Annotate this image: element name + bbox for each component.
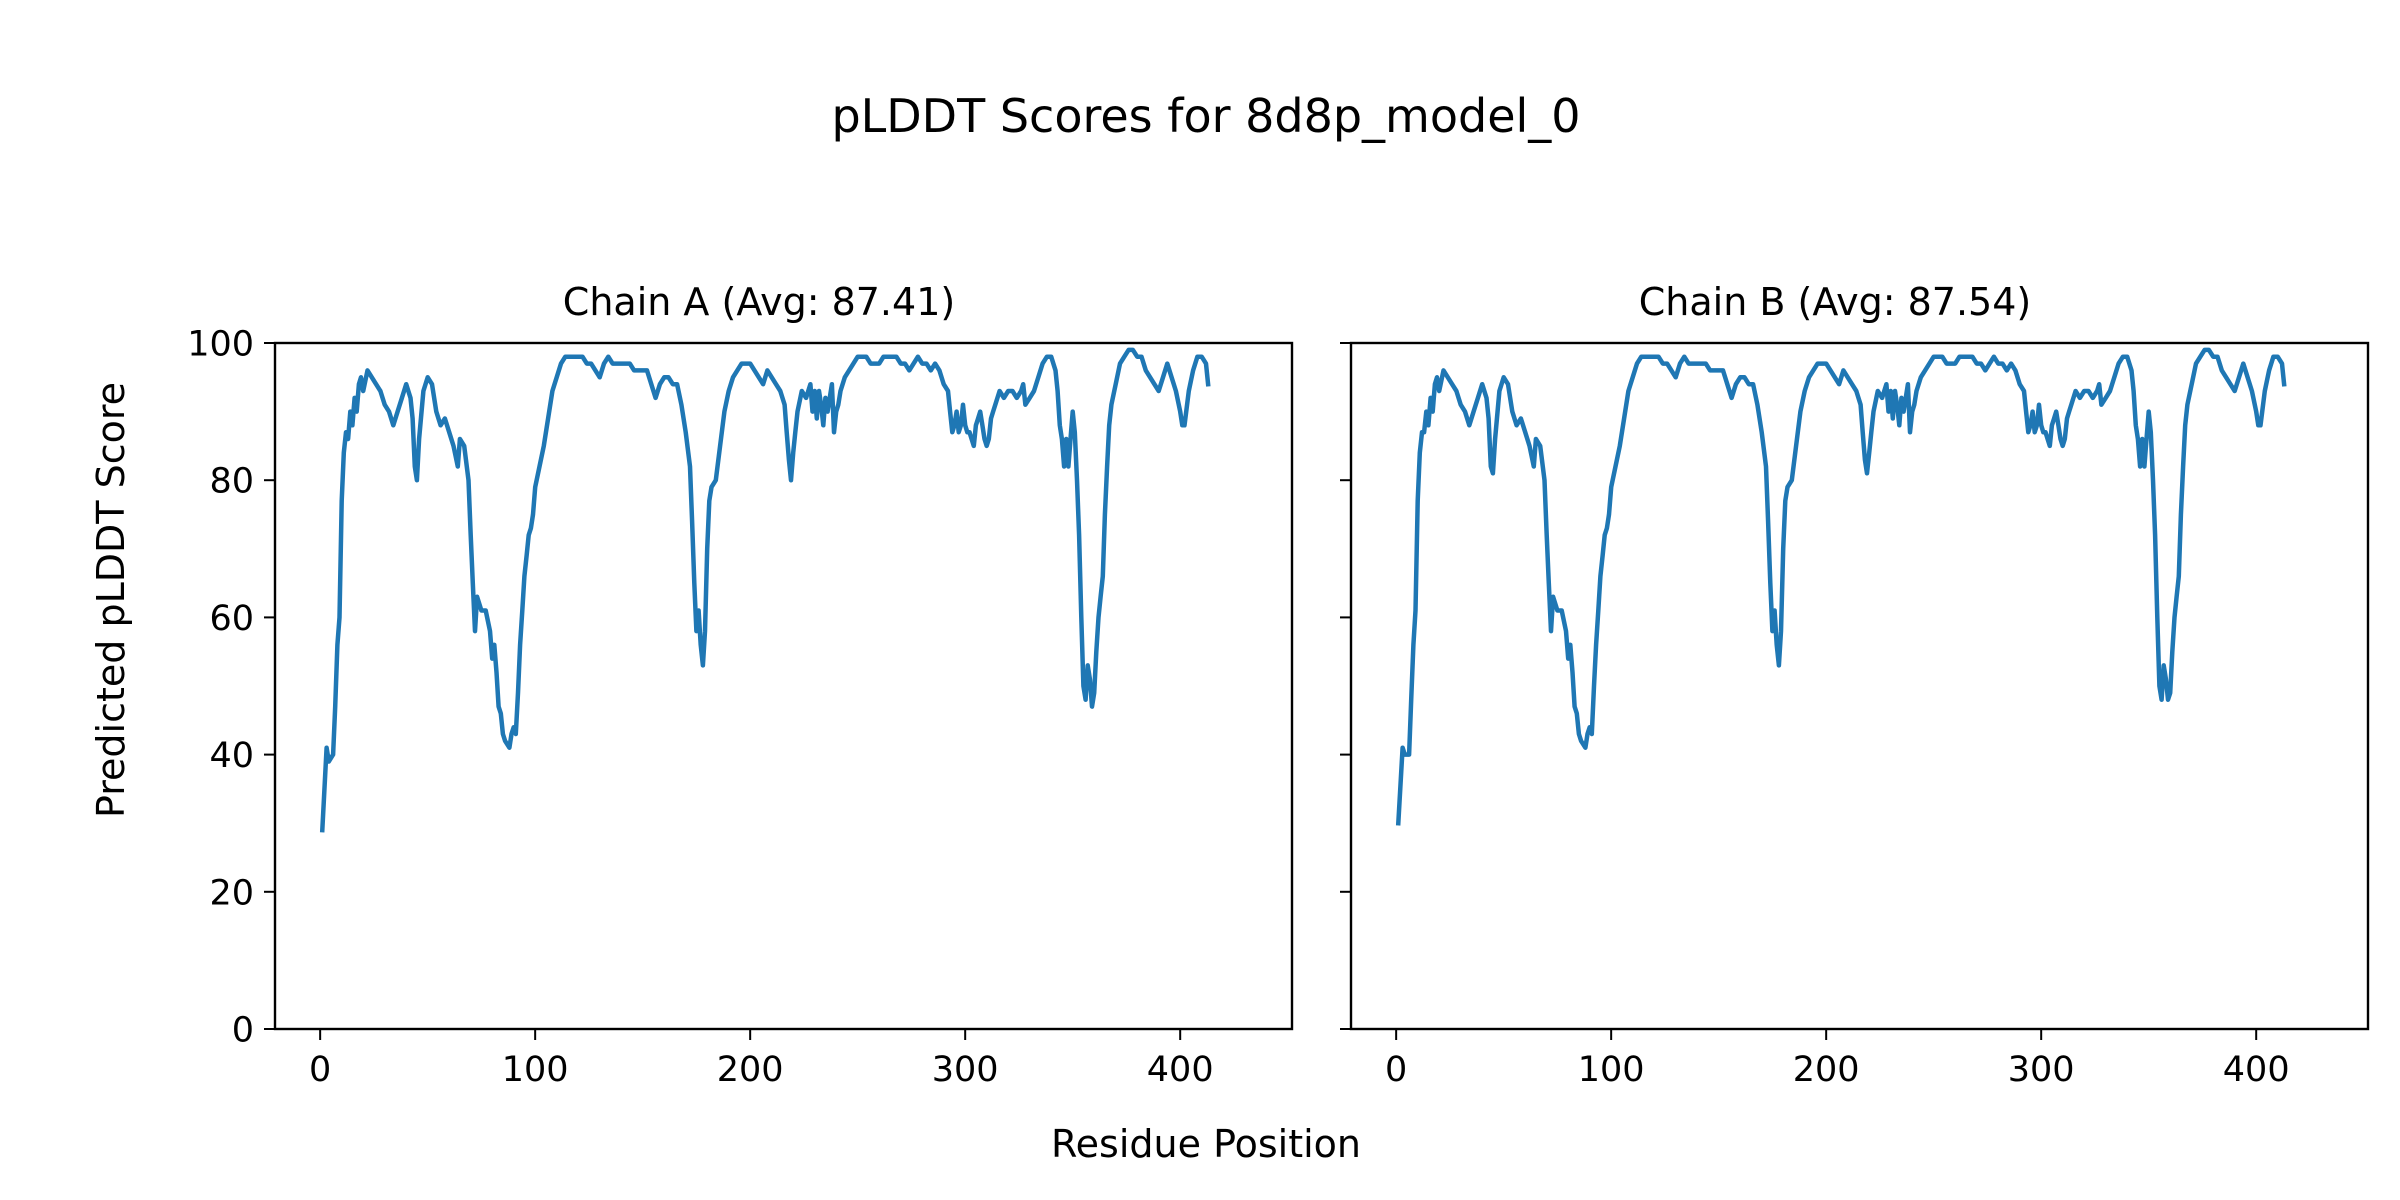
x-tick-label: 100 [502,1050,569,1090]
x-tick-label: 400 [2223,1050,2290,1090]
axes-frame-chain-a [273,341,1294,1031]
figure-title: pLDDT Scores for 8d8p_model_0 [831,89,1580,143]
y-tick-label: 100 [187,325,254,365]
axes-frame-chain-b [1349,341,2370,1031]
x-tick-label: 300 [2008,1050,2075,1090]
y-tick-label: 0 [232,1011,254,1051]
x-tick-label: 400 [1147,1050,1214,1090]
x-axis-label: Residue Position [1051,1122,1361,1166]
x-tick-label: 0 [1385,1050,1407,1090]
panel-title-chain-a: Chain A (Avg: 87.41) [563,280,955,324]
y-tick-label: 40 [209,736,254,776]
x-tick-label: 0 [309,1050,331,1090]
x-tick-label: 200 [717,1050,784,1090]
panel-chain-a: Chain A (Avg: 87.41) 0 100 200 300 400 0 20 40 6… [187,280,1294,1090]
y-tick-label: 60 [209,599,254,639]
y-tick-label: 80 [209,462,254,502]
series-line-chain-a [319,347,1211,833]
y-tick-label: 20 [209,873,254,913]
x-tick-label: 100 [1578,1050,1645,1090]
panel-chain-b: Chain B (Avg: 87.54) 0 100 200 300 400 [1340,280,2370,1090]
x-tick-label: 300 [932,1050,999,1090]
series-line-chain-b [1395,347,2287,826]
y-axis-label: Predicted pLDDT Score [89,382,133,818]
x-tick-label: 200 [1793,1050,1860,1090]
panel-title-chain-b: Chain B (Avg: 87.54) [1639,280,2031,324]
